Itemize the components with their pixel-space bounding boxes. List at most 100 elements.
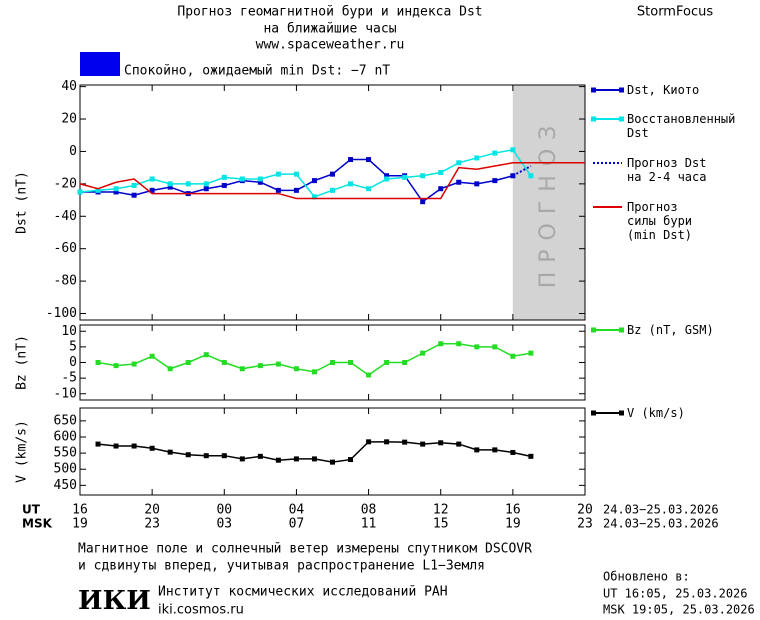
point	[221, 182, 227, 188]
legend-label: Прогноз Dst на 2-4 часа	[627, 156, 707, 184]
legend-label: V (km/s)	[627, 406, 685, 420]
point	[438, 186, 444, 192]
updated-ut: UT 16:05, 25.03.2026	[603, 587, 748, 601]
point	[510, 449, 516, 455]
point	[348, 181, 354, 187]
date-range: 24.03−25.03.2026	[603, 503, 719, 517]
point	[221, 453, 227, 459]
point	[456, 341, 462, 347]
y-tick-label: 0	[69, 355, 77, 370]
point	[149, 187, 155, 193]
point	[510, 147, 516, 153]
y-tick-label: 650	[54, 413, 77, 428]
status-box	[80, 52, 120, 76]
point	[402, 174, 408, 180]
point	[492, 344, 498, 350]
point	[239, 456, 245, 462]
x-tick-label: 19	[505, 517, 521, 532]
point	[149, 353, 155, 359]
x-tick-label: 23	[144, 517, 160, 532]
legend-marker	[591, 87, 596, 93]
subtitle: на ближайшие часы	[263, 22, 396, 37]
point	[492, 178, 498, 184]
point	[366, 157, 372, 163]
point	[185, 181, 191, 187]
point	[311, 194, 317, 200]
y-tick-label: 0	[69, 144, 77, 159]
point	[384, 439, 390, 445]
y-tick-label: -10	[54, 386, 77, 401]
point	[438, 341, 444, 347]
point	[95, 187, 101, 193]
point	[239, 366, 245, 372]
y-tick-label: -80	[54, 274, 77, 289]
x-tick-label: 23	[577, 517, 593, 532]
point	[348, 157, 354, 163]
x-tick-label: 20	[144, 503, 160, 518]
point	[330, 459, 335, 465]
y-tick-label: -20	[54, 176, 77, 191]
url: www.spaceweather.ru	[256, 38, 405, 53]
y-tick-label: 20	[61, 112, 77, 127]
point	[456, 179, 462, 185]
row-label: UT	[22, 503, 41, 517]
x-tick-label: 19	[72, 517, 88, 532]
y-tick-label: -100	[46, 306, 77, 321]
point	[77, 189, 83, 195]
updated-msk: MSK 19:05, 25.03.2026	[603, 603, 755, 617]
point	[257, 363, 263, 369]
status-text: Спокойно, ожидаемый min Dst: −7 nT	[124, 64, 390, 79]
point	[474, 181, 480, 187]
point	[366, 439, 372, 445]
y-tick-label: 40	[61, 79, 77, 94]
x-tick-label: 11	[361, 517, 377, 532]
legend-marker	[591, 410, 596, 416]
series-line	[80, 158, 514, 203]
point	[348, 457, 354, 463]
y-tick-label: 450	[54, 478, 77, 493]
x-tick-label: 15	[433, 517, 449, 532]
plot-frame	[79, 407, 586, 496]
point	[420, 441, 426, 447]
point	[131, 361, 137, 367]
point	[239, 176, 245, 182]
y-tick-label: -60	[54, 241, 77, 256]
point	[185, 452, 191, 458]
point	[149, 176, 155, 182]
y-tick-label: 600	[54, 430, 77, 445]
point	[492, 150, 498, 156]
point	[456, 441, 462, 447]
legend-label: Восстановленный Dst	[627, 112, 736, 140]
point	[293, 366, 299, 372]
point	[131, 182, 137, 188]
point	[384, 360, 390, 365]
point	[275, 361, 281, 367]
point	[131, 443, 137, 449]
point	[167, 366, 173, 372]
legend-marker	[619, 410, 624, 416]
note: и сдвинуты вперед, учитывая распростране…	[78, 559, 485, 574]
legend-marker	[591, 116, 596, 122]
legend-label: Bz (nT, GSM)	[627, 323, 714, 337]
point	[330, 360, 335, 365]
point	[438, 440, 444, 446]
y-axis-title: Bz (nT)	[15, 335, 30, 390]
note: Магнитное поле и солнечный ветер измерен…	[78, 542, 532, 557]
series-line	[79, 149, 532, 198]
point	[366, 372, 372, 378]
x-tick-label: 12	[433, 503, 449, 518]
forecast-region	[512, 85, 585, 320]
point	[402, 439, 408, 445]
x-tick-label: 16	[72, 503, 88, 518]
point	[113, 443, 119, 449]
point	[203, 181, 209, 187]
point	[420, 199, 426, 205]
point	[275, 171, 281, 177]
y-tick-label: 5	[69, 339, 77, 354]
x-tick-label: 20	[577, 503, 593, 518]
row-label: MSK	[22, 517, 53, 531]
point	[113, 363, 119, 369]
point	[95, 441, 101, 447]
